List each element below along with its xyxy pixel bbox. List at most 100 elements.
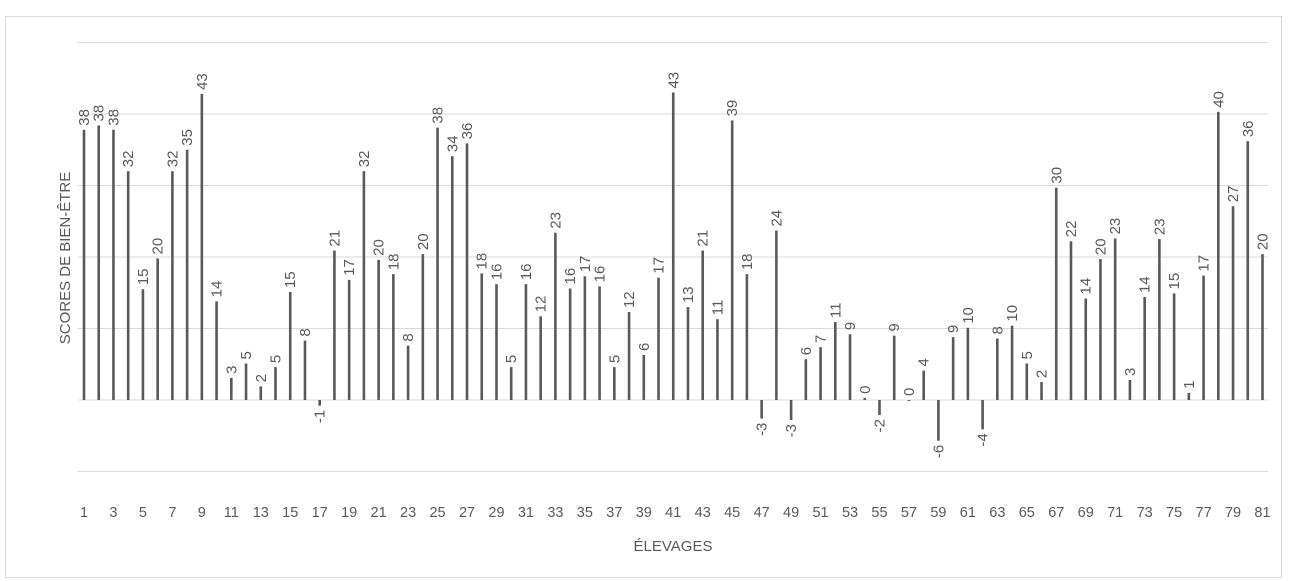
bar bbox=[274, 367, 277, 400]
y-axis-title: SCORES DE BIEN-ÊTRE bbox=[57, 172, 74, 345]
data-label: 3 bbox=[223, 365, 240, 373]
bar bbox=[510, 367, 513, 400]
data-label: 2 bbox=[253, 374, 270, 382]
data-label: 20 bbox=[1092, 238, 1109, 255]
x-tick-label: 59 bbox=[930, 505, 946, 521]
bar bbox=[127, 171, 130, 400]
data-label: 16 bbox=[518, 263, 535, 280]
data-label: 21 bbox=[695, 230, 712, 247]
bar bbox=[598, 286, 601, 400]
data-label: 4 bbox=[916, 358, 933, 366]
x-axis-title: ÉLEVAGES bbox=[634, 538, 713, 555]
data-label: 38 bbox=[430, 107, 447, 124]
x-tick-label: 73 bbox=[1137, 505, 1153, 521]
data-label: 16 bbox=[488, 263, 505, 280]
bar bbox=[849, 334, 852, 400]
bar bbox=[201, 94, 204, 400]
bar bbox=[1143, 297, 1146, 400]
bar bbox=[466, 143, 469, 400]
data-label: 6 bbox=[798, 347, 815, 355]
bar bbox=[392, 274, 395, 400]
x-tick-label: 3 bbox=[109, 505, 117, 521]
bar bbox=[186, 150, 189, 400]
bar bbox=[1158, 239, 1161, 400]
bar bbox=[628, 312, 631, 400]
x-tick-label: 7 bbox=[168, 505, 176, 521]
x-tick-label: 15 bbox=[282, 505, 298, 521]
data-label: 18 bbox=[739, 253, 756, 270]
bar bbox=[569, 288, 572, 400]
x-tick-label: 39 bbox=[636, 505, 652, 521]
x-tick-label: 21 bbox=[371, 505, 387, 521]
bar bbox=[834, 322, 837, 400]
bar bbox=[1055, 188, 1058, 400]
x-tick-label: 29 bbox=[488, 505, 504, 521]
x-tick-label: 45 bbox=[724, 505, 740, 521]
data-label: 9 bbox=[886, 323, 903, 331]
bar bbox=[1040, 382, 1043, 400]
bar bbox=[1261, 254, 1264, 400]
data-label: 0 bbox=[857, 386, 874, 394]
data-label: 43 bbox=[194, 73, 211, 90]
data-label: 13 bbox=[680, 286, 697, 303]
bar bbox=[554, 233, 557, 400]
x-tick-label: 77 bbox=[1196, 505, 1212, 521]
data-label: 36 bbox=[1240, 120, 1257, 137]
data-label: 1 bbox=[1181, 381, 1198, 389]
data-label: 39 bbox=[724, 100, 741, 117]
x-tick-label: 61 bbox=[960, 505, 976, 521]
bar bbox=[156, 258, 159, 400]
bar bbox=[952, 337, 955, 400]
data-label: 27 bbox=[1225, 186, 1242, 203]
bar bbox=[760, 400, 763, 419]
data-label: 0 bbox=[901, 388, 918, 396]
x-tick-label: 57 bbox=[901, 505, 917, 521]
data-label: 23 bbox=[547, 212, 564, 229]
data-label: 10 bbox=[1004, 305, 1021, 322]
x-tick-label: 5 bbox=[139, 505, 147, 521]
bar bbox=[819, 347, 822, 400]
x-tick-label: 33 bbox=[547, 505, 563, 521]
bar bbox=[908, 400, 911, 401]
x-tick-label: 81 bbox=[1254, 505, 1270, 521]
data-label: 8 bbox=[297, 328, 314, 336]
bar bbox=[451, 156, 454, 400]
data-label: 5 bbox=[238, 351, 255, 359]
bar bbox=[363, 171, 366, 400]
bar bbox=[171, 171, 174, 400]
data-label: 20 bbox=[371, 239, 388, 256]
data-label: 17 bbox=[341, 259, 358, 276]
data-label: 20 bbox=[1255, 233, 1272, 250]
bar bbox=[687, 307, 690, 400]
bar bbox=[539, 316, 542, 400]
x-tick-label: 9 bbox=[198, 505, 206, 521]
data-label: 18 bbox=[385, 253, 402, 270]
x-tick-label: 79 bbox=[1225, 505, 1241, 521]
data-label: 9 bbox=[842, 322, 859, 330]
data-label: 15 bbox=[282, 271, 299, 288]
data-label: -6 bbox=[930, 445, 947, 458]
bar bbox=[1084, 298, 1087, 400]
bar bbox=[1070, 241, 1073, 400]
bar bbox=[377, 260, 380, 400]
data-label: -1 bbox=[312, 410, 329, 423]
bar bbox=[657, 278, 660, 400]
data-label: 36 bbox=[459, 123, 476, 140]
bar bbox=[790, 400, 793, 420]
data-label: 5 bbox=[1019, 351, 1036, 359]
data-label: 15 bbox=[135, 268, 152, 285]
x-tick-label: 49 bbox=[783, 505, 799, 521]
bar bbox=[981, 400, 984, 429]
x-tick-labels: 1 3 5 7 9 11 13 15 17 19 21 23 25 27 29 31 33 35 37 39 41 43 4… bbox=[80, 505, 1271, 521]
x-tick-label: 65 bbox=[1019, 505, 1035, 521]
bar bbox=[245, 364, 248, 400]
bar bbox=[863, 398, 866, 400]
data-label: 11 bbox=[709, 300, 726, 316]
bar bbox=[967, 328, 970, 400]
bar bbox=[1232, 206, 1235, 400]
data-label: 32 bbox=[356, 151, 373, 168]
data-label: 7 bbox=[813, 335, 830, 343]
data-label: -3 bbox=[783, 424, 800, 437]
x-tick-label: 41 bbox=[665, 505, 681, 521]
